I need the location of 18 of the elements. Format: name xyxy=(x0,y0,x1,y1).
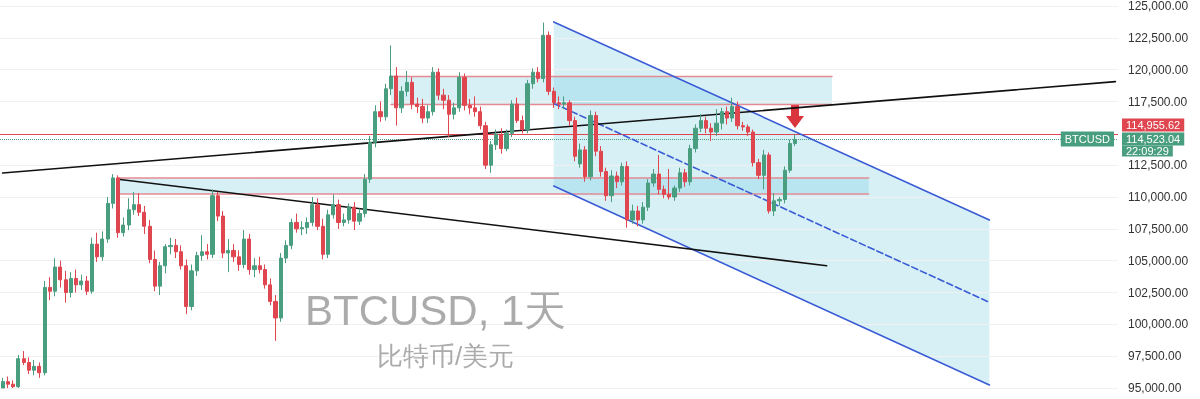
annotation: BTCUSD xyxy=(1064,132,1111,145)
y-tick-label: 120,000.00 xyxy=(1128,62,1189,77)
y-tick-label: 97,500.00 xyxy=(1128,349,1182,364)
text: 比特币/美元 xyxy=(377,341,515,371)
text: BTCUSD, 1天 xyxy=(305,286,567,334)
ref-line-label: 114,955.62 xyxy=(1126,118,1181,131)
y-tick-label: 102,500.00 xyxy=(1128,285,1189,300)
y-tick-label: 125,000.00 xyxy=(1128,0,1189,13)
y-tick-label: 112,500.00 xyxy=(1128,158,1188,173)
y-tick-label: 122,500.00 xyxy=(1128,30,1189,45)
y-tick-label: 117,500.00 xyxy=(1128,94,1188,109)
y-tick-label: 105,000.00 xyxy=(1128,253,1189,268)
ref-line-label: 114,523.04 xyxy=(1126,132,1181,145)
y-tick-label: 95,000.00 xyxy=(1128,381,1182,395)
y-tick-label: 100,000.00 xyxy=(1128,317,1189,332)
y-tick-label: 107,500.00 xyxy=(1128,221,1189,236)
text: 22:09:29 xyxy=(1126,144,1169,157)
y-tick-label: 110,000.00 xyxy=(1128,190,1188,204)
